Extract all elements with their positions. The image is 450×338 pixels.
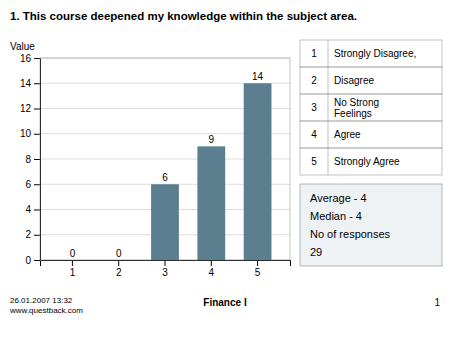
x-axis-line [41,261,291,267]
y-axis-label: Value [10,41,35,52]
y-axis: 0 2 4 6 8 10 12 14 16 [20,53,41,266]
y-tick-mark [34,260,40,261]
y-tick-label: 12 [20,103,32,114]
y-tick-mark [34,184,40,185]
y-tick-mark [34,58,40,59]
plot-frame [40,58,290,260]
x-tick: 3 [162,260,168,278]
stats-box: Average - 4 Median - 4 No of responses 29 [300,184,442,266]
x-tick: 1 [70,260,76,278]
bar [59,260,87,261]
y-tick: 14 [20,78,40,89]
y-tick-mark [34,159,40,160]
y-tick: 8 [25,154,40,165]
x-tick-mark [165,260,166,266]
table-divider [328,148,329,175]
title: 1. This course deepened my knowledge wit… [10,10,357,22]
table-divider [328,40,329,67]
grid [40,58,290,260]
table-number: 5 [311,156,317,167]
table-label: Strongly Agree [334,156,400,167]
table-divider [328,67,329,94]
x-tick-label: 5 [255,267,261,278]
x-tick-label: 2 [116,267,122,278]
table-row [300,40,442,67]
x-tick-label: 1 [70,267,76,278]
x-axis: 1 2 3 4 5 [41,260,291,278]
y-tick-label: 0 [25,255,31,266]
table-label: Disagree [334,75,374,86]
table-number: 2 [311,75,317,86]
table-label: Strongly Disagree, [334,48,416,59]
y-tick: 12 [20,103,40,114]
table-row [300,67,442,94]
y-tick: 10 [20,128,40,139]
y-axis-line [34,59,41,261]
footer-right: 1 [434,297,440,308]
stats-text: No of responses [310,228,391,240]
footer-left: 26.01.2007 13:32www.questback.com [9,296,83,315]
category-table: 1 Strongly Disagree, 2 Disagree 3 No StrongFe… [300,40,442,175]
y-tick-label: 14 [20,78,32,89]
data-labels: 0 0 6 9 14 [70,71,264,259]
stats-text: 29 [310,246,322,258]
plot: 024681012141612345Value006914 [10,41,291,278]
y-tick-mark [34,134,40,135]
table-row [300,148,442,175]
y-tick: 4 [25,204,40,215]
bar [151,184,179,260]
y-tick: 2 [25,229,40,240]
table-number: 4 [311,129,317,140]
table-number: 1 [311,48,317,59]
x-tick-label: 3 [162,267,168,278]
x-tick-mark [72,260,73,266]
y-tick-label: 8 [25,154,31,165]
y-tick: 6 [25,179,40,190]
x-tick-mark [211,260,212,266]
data-label: 0 [70,248,76,259]
y-tick-mark [34,235,40,236]
y-tick-label: 16 [20,53,32,64]
data-label: 14 [252,71,264,82]
table-divider [328,121,329,148]
bar [105,260,133,261]
y-tick-mark [34,210,40,211]
stats-text: Median - 4 [310,210,362,222]
y-tick-label: 2 [25,229,31,240]
bar [244,83,272,260]
y-tick-mark [34,83,40,84]
data-label: 6 [162,172,168,183]
table-label: No StrongFeelings [334,97,379,119]
x-tick: 2 [116,260,122,278]
data-label: 9 [209,134,215,145]
y-tick-label: 4 [25,204,31,215]
table-row [300,94,442,121]
x-tick: 5 [255,260,261,278]
x-tick-mark [118,260,119,266]
table-label: Agree [334,129,361,140]
x-tick-label: 4 [209,267,215,278]
table-row [300,121,442,148]
y-tick-label: 6 [25,179,31,190]
y-tick: 16 [20,53,40,64]
stats-background [300,184,442,266]
x-tick-mark [257,260,258,266]
y-tick: 0 [25,255,40,266]
y-tick-label: 10 [20,128,32,139]
bars [151,83,271,260]
x-tick: 4 [209,260,215,278]
chart: 1. This course deepened my knowledge wit… [0,0,450,338]
data-label: 0 [116,248,122,259]
table-number: 3 [311,102,317,113]
table-divider [328,94,329,121]
footer-center: Finance I [203,297,247,308]
stats-text: Average - 4 [310,192,367,204]
y-tick-mark [34,109,40,110]
bar [197,146,225,260]
